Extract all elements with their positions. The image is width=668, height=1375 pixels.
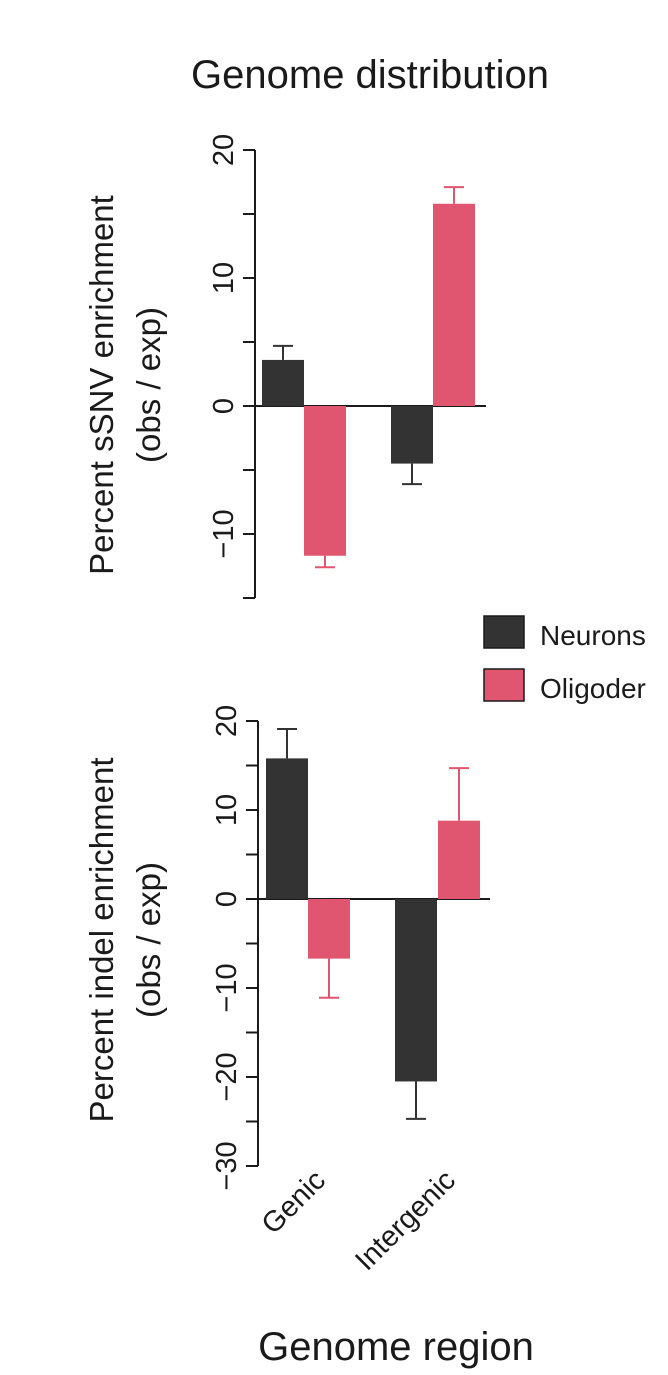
x-axis-title: Genome region	[258, 1325, 534, 1369]
sSNV-panel: Percent sSNV enrichment (obs / exp) 20 10…	[83, 134, 486, 599]
y-axis-label-top-line2: (obs / exp)	[130, 307, 167, 463]
y-tick-label-bottom: −20	[211, 1052, 243, 1101]
y-tick-label-top: −10	[208, 509, 240, 558]
y-tick-label-bottom: 10	[211, 794, 243, 826]
legend-label-neurons: Neurons	[540, 620, 646, 651]
y-tick-label-bottom: −30	[211, 1141, 243, 1190]
legend-swatch-neurons	[483, 615, 525, 649]
bar-top-neurons-intergenic	[391, 406, 433, 464]
bar-bottom-neurons-intergenic	[395, 899, 437, 1082]
y-tick-label-bottom: 0	[211, 891, 243, 907]
bar-bottom-neurons-genic	[266, 758, 308, 899]
chart-title: Genome distribution	[191, 53, 549, 97]
y-axis-label-bottom-line1: Percent indel enrichment	[83, 757, 120, 1122]
indel-panel: Percent indel enrichment (obs / exp) 20 1…	[83, 705, 490, 1277]
y-tick-label-bottom: −10	[211, 963, 243, 1012]
y-tick-label-top: 10	[208, 262, 240, 294]
legend: Neurons Oligoder	[483, 615, 646, 704]
y-axis-label-top-line1: Percent sSNV enrichment	[83, 195, 120, 575]
bar-top-oligodendrocytes-genic	[304, 406, 346, 556]
legend-swatch-oligodendrocytes	[483, 668, 525, 702]
y-tick-label-top: 20	[208, 134, 240, 166]
bar-bottom-oligodendrocytes-intergenic	[438, 820, 480, 899]
legend-label-oligodendrocytes: Oligoder	[540, 673, 646, 704]
bar-top-neurons-genic	[262, 359, 304, 406]
y-tick-label-bottom: 20	[211, 705, 243, 737]
y-tick-label-top: 0	[208, 398, 240, 414]
bar-bottom-oligodendrocytes-genic	[308, 899, 350, 959]
bar-top-oligodendrocytes-intergenic	[433, 203, 475, 406]
x-tick-label-genic: Genic	[256, 1164, 332, 1240]
x-tick-label-intergenic: Intergenic	[349, 1164, 462, 1277]
y-axis-label-bottom-line2: (obs / exp)	[130, 862, 167, 1018]
